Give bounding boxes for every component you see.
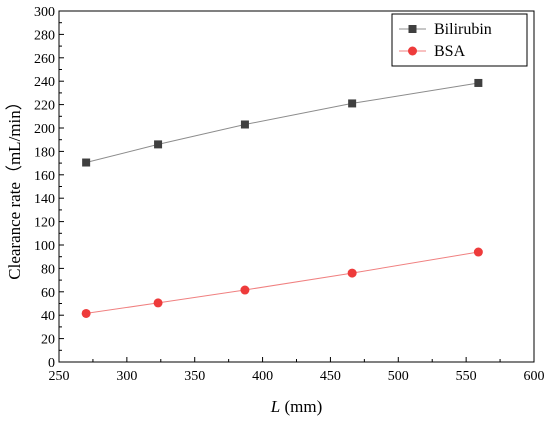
x-tick-label: 600 [524,369,545,384]
y-tick-label: 260 [34,52,55,67]
x-tick-label: 350 [184,369,205,384]
series-line-bsa [86,251,479,314]
series-markers [81,78,483,318]
legend: Bilirubin BSA [391,13,528,67]
y-tick-label: 200 [34,122,55,137]
y-tick-label: 280 [34,28,55,43]
data-point-bilirubin [348,99,357,108]
x-axis-title-unit: (mm) [280,397,322,416]
y-tick-label: 220 [34,99,55,114]
y-tick-label: 120 [34,216,55,231]
y-tick-label: 160 [34,169,55,184]
y-axis: 0 20 40 60 80 100 120 140 160 180 200 220 240 260 280 3… [34,5,64,371]
x-tick-label: 300 [116,369,137,384]
x-tick-label: 450 [320,369,341,384]
legend-marker [408,25,417,33]
y-tick-label: 40 [41,309,55,324]
data-point-bsa [81,308,91,318]
data-point-bsa [153,298,163,308]
y-tick-label: 140 [34,192,55,207]
x-axis: 250 300 350 400 450 500 550 600 [49,357,545,384]
x-tick-label: 400 [252,369,273,384]
data-point-bsa [240,285,250,295]
legend-item-bsa: BSA [399,43,466,60]
x-tick-label: 250 [49,369,70,384]
series-lines [85,82,479,314]
data-point-bsa [347,268,357,278]
x-tick-label: 550 [456,369,477,384]
y-tick-label: 0 [48,356,55,371]
data-point-bilirubin [240,120,249,129]
x-axis-title: L (mm) [270,397,323,416]
x-tick-label: 500 [388,369,409,384]
data-point-bilirubin [154,140,163,149]
legend-label: Bilirubin [434,21,492,38]
legend-box [391,13,528,67]
y-tick-label: 100 [34,239,55,254]
y-tick-label: 240 [34,75,55,90]
y-tick-label: 20 [41,333,55,348]
legend-marker [408,46,417,56]
legend-item-bilirubin: Bilirubin [399,21,492,38]
y-tick-label: 180 [34,145,55,160]
y-tick-label: 60 [41,286,55,301]
x-axis-title-symbol: L [270,397,280,416]
data-point-bilirubin [474,78,483,87]
y-axis-title: Clearance rate（mL/min） [5,93,24,279]
y-tick-label: 80 [41,262,55,277]
legend-label: BSA [434,43,466,60]
series-line-bilirubin [85,82,479,163]
y-tick-label: 300 [34,5,55,20]
data-point-bilirubin [82,158,91,167]
data-point-bsa [473,247,483,257]
